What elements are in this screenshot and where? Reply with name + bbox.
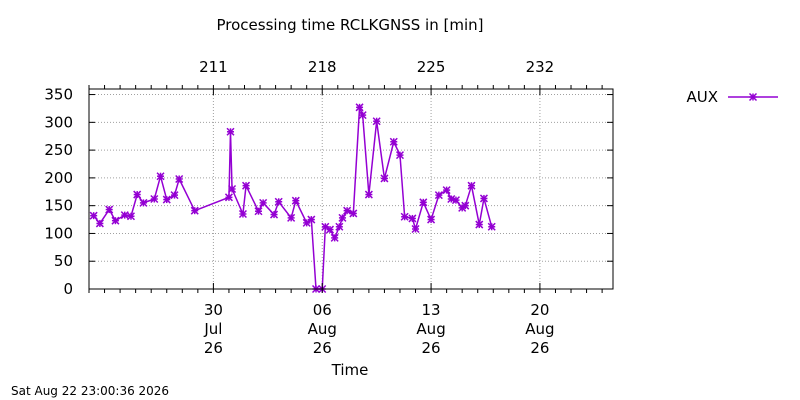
x2-tick-label-225: 225 — [417, 58, 446, 76]
x-tick-label-232-line-2: 26 — [530, 339, 549, 357]
data-point-aux-2 — [105, 205, 114, 214]
data-point-aux-4 — [120, 211, 129, 220]
data-point-aux-0 — [89, 211, 98, 220]
legend-marker-aux — [748, 92, 758, 102]
data-point-aux-24 — [291, 196, 300, 205]
y-tick-label-350: 350 — [44, 86, 73, 104]
y-tick-label-100: 100 — [44, 224, 73, 242]
y-tick-label-150: 150 — [44, 197, 73, 215]
x-tick-label-211-line-2: 26 — [204, 339, 223, 357]
x-tick-label-211-line-1: Jul — [203, 320, 222, 338]
data-point-aux-11 — [170, 191, 179, 200]
data-point-aux-44 — [408, 214, 417, 223]
data-point-aux-47 — [427, 215, 436, 224]
x-tick-label-225-line-2: 26 — [422, 339, 441, 357]
data-point-aux-36 — [355, 103, 364, 112]
x-tick-label-225-line-1: Aug — [416, 320, 445, 338]
y-tick-label-50: 50 — [54, 252, 73, 270]
data-point-aux-43 — [400, 212, 409, 221]
legend-label-aux: AUX — [686, 88, 718, 106]
series-aux — [89, 103, 496, 294]
data-point-aux-49 — [442, 186, 451, 195]
y-tick-label-0: 0 — [63, 280, 73, 298]
data-point-aux-51 — [451, 196, 460, 205]
x-tick-label-211-line-0: 30 — [204, 301, 223, 319]
data-point-aux-16 — [228, 184, 237, 194]
x-tick-label-218-line-2: 26 — [313, 339, 332, 357]
data-point-aux-45 — [411, 224, 420, 234]
data-point-aux-33 — [338, 213, 347, 222]
data-point-aux-3 — [111, 216, 120, 225]
data-point-aux-26 — [307, 215, 316, 224]
data-point-aux-31 — [330, 233, 339, 242]
legend: AUX — [686, 88, 778, 106]
data-point-aux-1 — [95, 219, 104, 228]
y-tick-label-250: 250 — [44, 141, 73, 159]
x-tick-label-218-line-1: Aug — [308, 320, 337, 338]
x-axis-label: Time — [331, 361, 369, 379]
data-point-aux-57 — [487, 222, 496, 231]
data-point-aux-41 — [389, 137, 398, 146]
data-point-aux-7 — [139, 198, 148, 207]
data-point-aux-39 — [372, 117, 381, 126]
data-point-aux-55 — [475, 220, 484, 229]
data-point-aux-10 — [162, 195, 171, 204]
data-point-aux-5 — [126, 212, 136, 221]
data-point-aux-23 — [287, 213, 296, 222]
legend-marker-aux-glyph — [748, 92, 758, 102]
data-point-aux-50 — [447, 194, 456, 204]
tick-labels: 05010015020025030035030Jul2606Aug2613Aug… — [44, 58, 554, 357]
footer-timestamp: Sat Aug 22 23:00:36 2026 — [11, 384, 169, 398]
data-point-aux-34 — [343, 206, 352, 215]
data-point-aux-35 — [349, 209, 358, 218]
data-point-aux-42 — [395, 151, 405, 160]
chart-title: Processing time RCLKGNSS in [min] — [217, 16, 484, 34]
grid — [89, 89, 613, 289]
data-point-aux-17 — [238, 209, 247, 219]
data-point-aux-53 — [461, 201, 470, 210]
plot-border — [88, 88, 614, 290]
data-point-aux-22 — [274, 197, 283, 206]
data-point-aux-9 — [156, 172, 165, 181]
x-tick-label-218-line-0: 06 — [313, 301, 332, 319]
x-tick-label-232-line-1: Aug — [525, 320, 554, 338]
data-point-aux-19 — [254, 207, 263, 216]
data-point-aux-25 — [302, 218, 311, 227]
series-line-aux — [93, 107, 493, 290]
x2-tick-label-232: 232 — [526, 58, 555, 76]
data-point-aux-20 — [259, 198, 268, 207]
data-point-aux-14 — [224, 193, 233, 202]
x2-tick-label-218: 218 — [308, 58, 337, 76]
data-point-aux-15 — [226, 127, 235, 136]
data-point-aux-46 — [419, 198, 428, 207]
y-tick-label-300: 300 — [44, 113, 73, 131]
data-point-aux-48 — [434, 191, 443, 200]
x-tick-label-225-line-0: 13 — [422, 301, 441, 319]
data-point-aux-56 — [479, 194, 488, 203]
data-point-aux-38 — [364, 190, 373, 199]
data-point-aux-8 — [150, 194, 159, 204]
data-point-aux-13 — [190, 206, 199, 215]
data-point-aux-18 — [242, 181, 251, 190]
data-point-aux-32 — [335, 222, 344, 231]
data-point-aux-30 — [325, 225, 335, 234]
data-point-aux-40 — [380, 174, 389, 183]
x-tick-label-232-line-0: 20 — [530, 301, 549, 319]
data-point-aux-12 — [175, 174, 184, 184]
data-point-aux-54 — [467, 181, 476, 190]
data-point-aux-37 — [358, 111, 367, 120]
data-point-aux-21 — [270, 210, 279, 219]
data-point-aux-6 — [133, 190, 142, 199]
x2-tick-label-211: 211 — [199, 58, 228, 76]
axes — [88, 85, 614, 293]
y-tick-label-200: 200 — [44, 169, 73, 187]
